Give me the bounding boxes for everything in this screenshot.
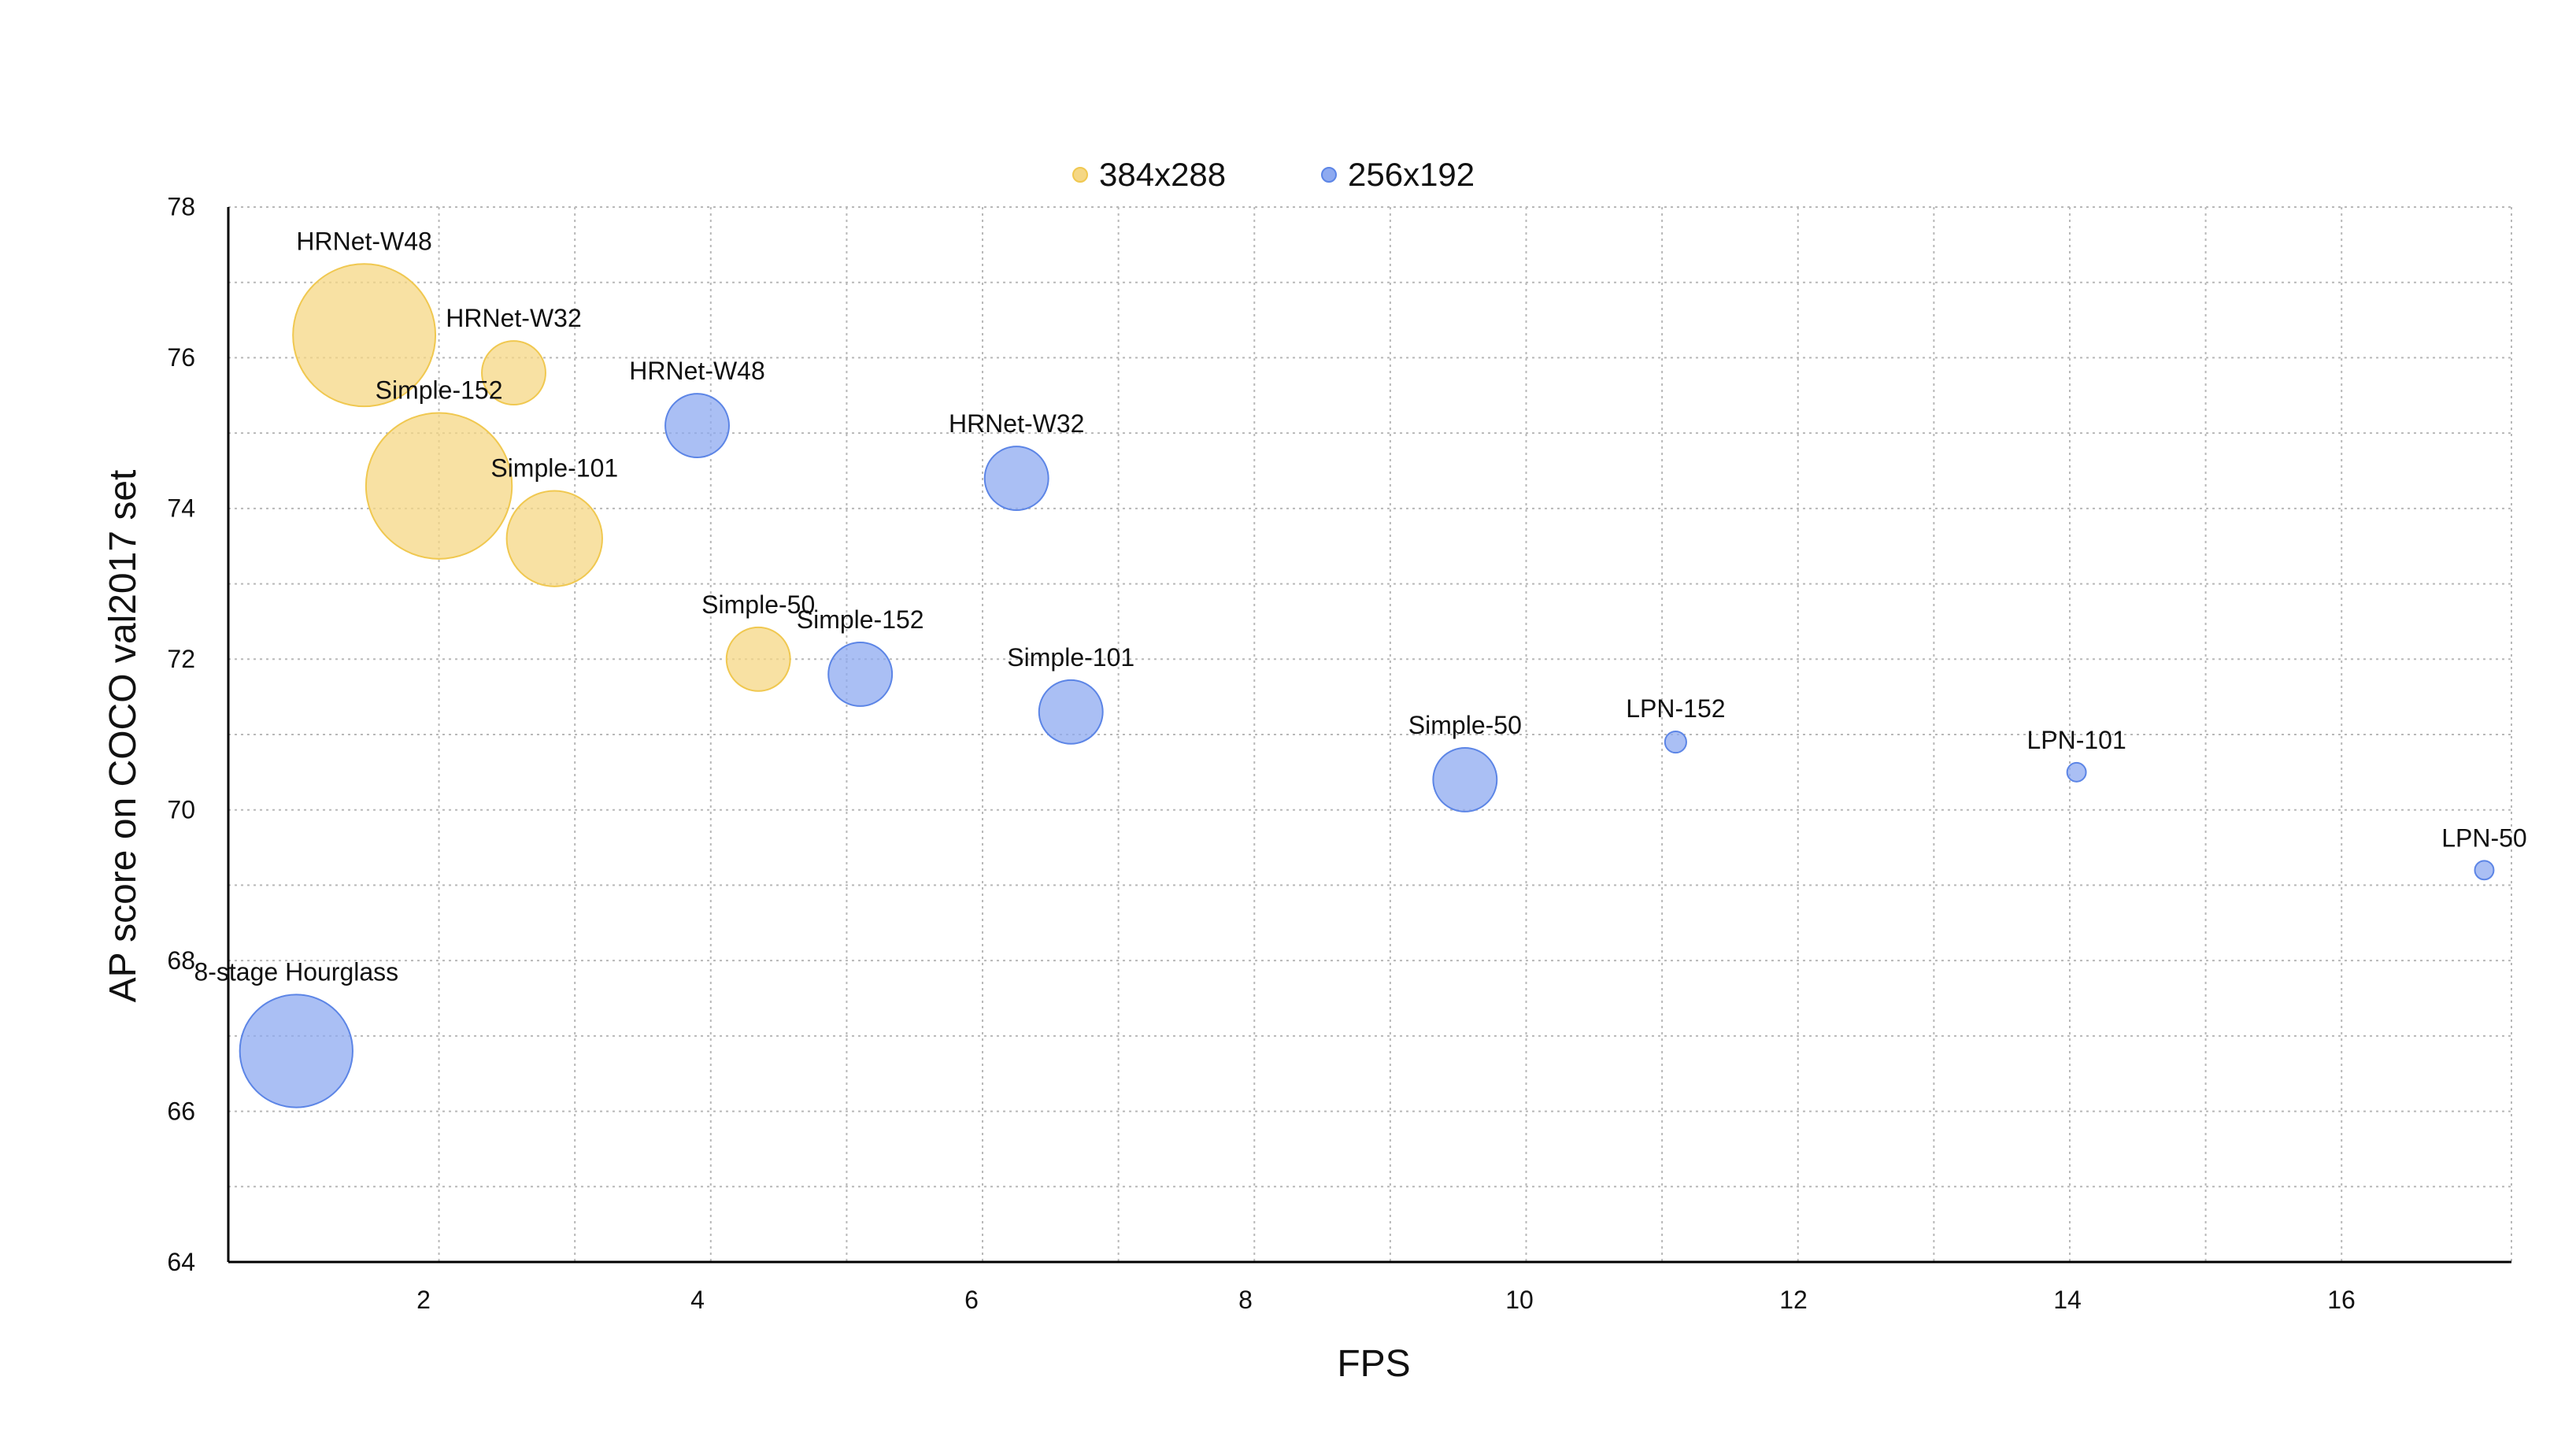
point-label: HRNet-W48 [296,227,431,255]
bubble-256x192-lpn-152 [1664,731,1687,754]
x-tick-label: 2 [416,1286,431,1314]
point-label: Simple-152 [797,605,924,634]
x-tick-label: 8 [1238,1286,1253,1314]
legend-label-384x288: 384x288 [1099,156,1226,193]
bubble-384x288-hrnet-w32 [481,340,546,406]
x-tick-label: 12 [1779,1286,1808,1314]
grid-lines [228,206,2512,1262]
point-labels: HRNet-W48 HRNet-W32 Simple-152 Simple-101 Si… [194,227,2526,986]
bubble-256x192-hrnet-w48 [664,393,730,459]
point-label: HRNet-W48 [629,357,764,385]
y-tick-label: 64 [167,1248,195,1276]
bubble-256x192-simple-152 [827,641,894,707]
bubble-256x192-hrnet-w32 [983,446,1049,512]
bubble-384x288-simple-152 [365,412,513,560]
y-axis-title: AP score on COCO val2017 set [102,470,144,1003]
point-label: Simple-101 [1007,643,1134,672]
point-label: Simple-50 [701,590,815,619]
point-label: LPN-101 [2026,726,2126,754]
y-tick-label: 68 [167,946,195,975]
y-tick-label: 70 [167,796,195,824]
legend: 384x288 256x192 [1072,156,1475,193]
point-label: LPN-152 [1626,694,1725,723]
axes [227,207,2511,1264]
y-tick-label: 76 [167,343,195,372]
x-tick-label: 14 [2053,1286,2082,1314]
bubble-256x192-8-stage-hourglass [239,994,353,1108]
bubble-384x288-hrnet-w48 [292,263,437,408]
point-label: LPN-50 [2441,823,2527,852]
y-tick-label: 66 [167,1097,195,1126]
x-tick-label: 4 [690,1286,705,1314]
x-tick-label: 16 [2327,1286,2356,1314]
legend-marker-384x288 [1072,167,1088,183]
y-tick-label: 78 [167,193,195,221]
bubbles [239,263,2495,1108]
legend-marker-256x192 [1321,167,1337,183]
bubble-384x288-simple-50 [725,626,791,692]
x-tick-label: 10 [1505,1286,1534,1314]
point-label: HRNet-W32 [949,409,1084,438]
bubble-256x192-lpn-101 [2066,761,2087,783]
point-label: 8-stage Hourglass [194,957,398,986]
x-tick-label: 6 [964,1286,979,1314]
y-tick-label: 72 [167,645,195,673]
legend-label-256x192: 256x192 [1348,156,1475,193]
y-tick-label: 74 [167,494,195,523]
point-label: Simple-152 [376,376,503,404]
bubble-256x192-simple-101 [1038,679,1104,745]
bubble-384x288-simple-101 [505,490,603,587]
y-tick-labels: 64 66 68 70 72 74 76 78 [167,193,195,1277]
bubble-256x192-lpn-50 [2474,860,2495,881]
bubble-256x192-simple-50 [1432,746,1498,812]
x-tick-labels: 2 4 6 8 10 12 14 16 [416,1286,2356,1314]
point-label: Simple-101 [490,453,618,482]
point-label: Simple-50 [1408,711,1522,739]
point-label: HRNet-W32 [446,304,581,332]
x-axis-title: FPS [1337,1343,1410,1385]
